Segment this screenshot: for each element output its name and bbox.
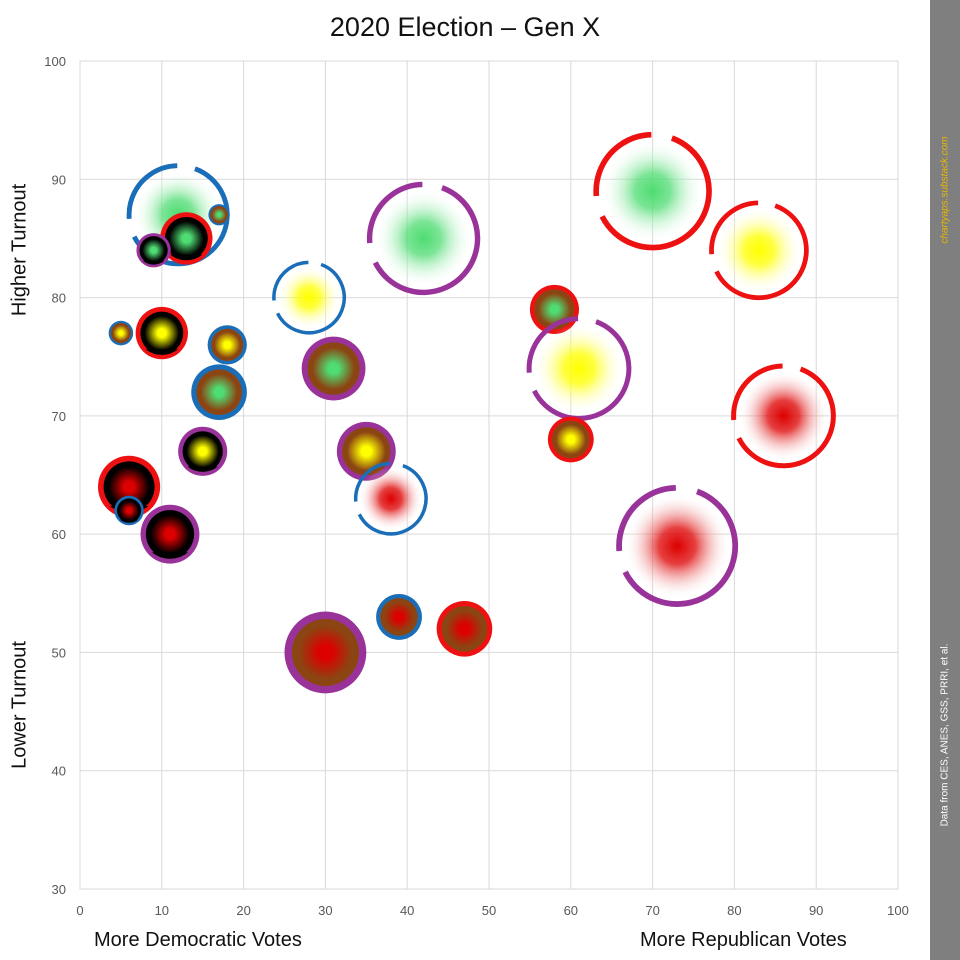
data-point [191,364,247,421]
bubble-ring [709,200,809,301]
bubble-fill [624,493,730,599]
data-point [366,181,481,296]
bubble-shadow [187,466,218,472]
bubble-fill [601,140,704,242]
bubble-ring [353,461,428,536]
bubble-shadow [145,349,179,355]
data-point [140,504,200,564]
data-point [301,336,366,401]
x-tick-label: 90 [809,903,823,918]
y-tick-label: 50 [52,645,66,660]
y-tick-label: 90 [52,172,66,187]
data-point [97,455,161,518]
bubble-fill [359,467,423,531]
data-point [136,233,171,268]
data-point [284,611,367,694]
source-text: Data from CES, ANES, GSS, PRRI, et al. [939,643,951,827]
bubble-fill [552,420,590,459]
data-point [593,131,712,251]
data-point [547,416,594,463]
bubble-ring [366,181,481,296]
bubble-ring [526,316,632,421]
x-axis-label-right: More Republican Votes [640,929,847,951]
bubble-fill [534,323,624,414]
bubble-shadow [119,519,139,523]
side-panel: chartyaps.substack.com Data from CES, AN… [930,0,960,960]
bubble-ring [272,260,346,335]
data-point [731,363,836,469]
bubble-fill [103,461,155,513]
data-point [208,204,230,226]
bubble-ring [731,363,836,469]
x-tick-label: 0 [76,903,83,918]
bubble-fill [196,369,242,416]
bubble-fill [380,598,418,636]
bubble-fill [145,509,195,559]
bubble-shadow [151,552,189,559]
bubble-ring [616,484,739,607]
data-point [114,495,144,526]
x-tick-label: 50 [482,903,496,918]
x-tick-label: 80 [727,903,741,918]
x-tick-label: 40 [400,903,414,918]
data-point [616,484,739,607]
data-point [108,320,134,346]
bubble-shadow [170,254,203,261]
bubble-fill [716,207,802,293]
y-tick-label: 60 [52,527,66,542]
bubble-fill [139,236,168,265]
bubble-fill [374,189,473,288]
bubble-fill [277,265,341,330]
data-point [178,426,228,476]
data-points [97,131,836,694]
bubble-fill [738,370,829,461]
x-tick-label: 10 [155,903,169,918]
data-point [207,325,247,365]
y-tick-label: 100 [44,54,66,69]
data-point [709,200,809,301]
bubble-fill [307,342,360,395]
bubble-fill [117,498,142,523]
credit-text: chartyaps.substack.com [939,136,951,244]
x-tick-label: 70 [645,903,659,918]
bubble-fill [182,431,223,472]
bubble-fill [110,322,131,344]
plot-area: 0 10 20 30 40 50 60 70 80 90 100 30 40 50 60 70 80 90 100 [44,54,909,918]
bubble-fill [211,328,244,361]
bubble-fill [441,605,488,652]
x-tick-label: 100 [887,903,909,918]
data-point [272,260,346,335]
y-tick-label: 70 [52,409,66,424]
x-axis-label-left: More Democratic Votes [94,929,302,951]
data-point [353,461,428,536]
chart-title: 2020 Election – Gen X [329,12,601,42]
y-tick-label: 30 [52,882,66,897]
data-point [376,594,422,640]
bubble-fill [210,206,228,224]
data-point [135,306,188,360]
bubble-shadow [142,260,165,265]
x-tick-label: 60 [564,903,578,918]
data-point [526,316,632,421]
data-point [160,212,213,265]
x-tick-label: 30 [318,903,332,918]
bubble-fill [291,618,359,686]
y-tick-label: 40 [52,764,66,779]
axis-ticks: 0 10 20 30 40 50 60 70 80 90 100 30 40 50 60 70 80 90 100 [44,54,909,918]
bubble-fill [140,311,184,355]
data-point [436,600,493,657]
bubble-ring [593,131,712,251]
bubble-fill [342,427,391,476]
x-tick-label: 20 [236,903,250,918]
y-tick-label: 80 [52,291,66,306]
bubble-fill [164,216,208,260]
